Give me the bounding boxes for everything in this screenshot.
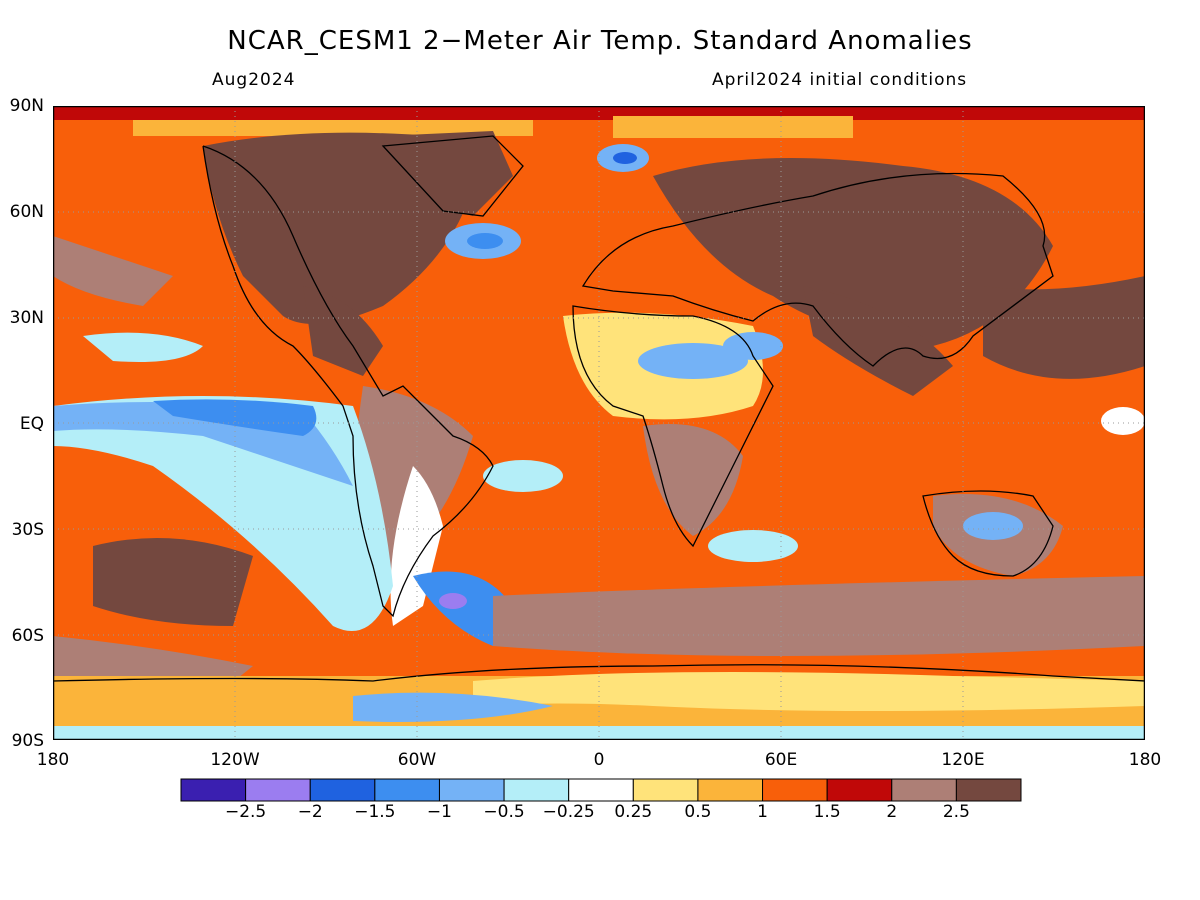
map-frame — [53, 106, 1145, 740]
lon-label-180e: 180 — [1128, 750, 1162, 770]
colorbar-label: −0.25 — [542, 802, 595, 822]
lon-label-120w: 120W — [210, 750, 260, 770]
lat-label-90s: 90S — [11, 731, 44, 751]
lat-label-30n: 30N — [9, 308, 44, 328]
colorbar — [180, 778, 1022, 802]
colorbar-label: 1 — [757, 802, 768, 822]
colorbar-swatch — [762, 778, 828, 802]
lat-label-60s: 60S — [11, 626, 44, 646]
colorbar-swatch — [697, 778, 764, 802]
colorbar-swatch — [309, 778, 376, 802]
colorbar-swatch — [503, 778, 570, 802]
anomaly-field — [53, 106, 1145, 740]
colorbar-label: 0.25 — [614, 802, 653, 822]
lon-label-120e: 120E — [941, 750, 985, 770]
colorbar-label: 2.5 — [942, 802, 970, 822]
colorbar-swatch — [438, 778, 505, 802]
lat-label-30s: 30S — [11, 520, 44, 540]
graticule — [53, 106, 1145, 740]
lat-label-60n: 60N — [9, 202, 44, 222]
colorbar-swatch — [955, 778, 1022, 802]
lon-label-180w: 180 — [36, 750, 70, 770]
lon-label-60w: 60W — [397, 750, 437, 770]
initial-conditions: April2024 initial conditions — [712, 70, 968, 90]
lon-label-60e: 60E — [764, 750, 798, 770]
lat-label-eq: EQ — [19, 414, 44, 434]
colorbar-label: −2 — [297, 802, 323, 822]
coastlines — [53, 135, 1145, 682]
colorbar-swatch — [374, 778, 440, 802]
colorbar-label: 2 — [886, 802, 898, 822]
colorbar-label: −1.5 — [354, 802, 396, 822]
colorbar-label: −0.5 — [483, 802, 525, 822]
lon-label-0: 0 — [593, 750, 605, 770]
colorbar-label: −2.5 — [224, 802, 267, 822]
colorbar-swatch — [180, 778, 247, 802]
anomaly-map — [53, 106, 1145, 740]
forecast-month: Aug2024 — [212, 70, 296, 90]
colorbar-swatch — [245, 778, 311, 802]
colorbar-swatch — [568, 778, 634, 802]
chart-title: NCAR_CESM1 2−Meter Air Temp. Standard An… — [227, 26, 973, 56]
colorbar-label: −1 — [426, 802, 452, 822]
colorbar-swatch — [826, 778, 893, 802]
colorbar-label: 0.5 — [684, 802, 712, 822]
colorbar-swatch — [891, 778, 957, 802]
colorbar-label: 1.5 — [813, 802, 841, 822]
lat-label-90n: 90N — [9, 96, 44, 116]
colorbar-swatch — [632, 778, 699, 802]
